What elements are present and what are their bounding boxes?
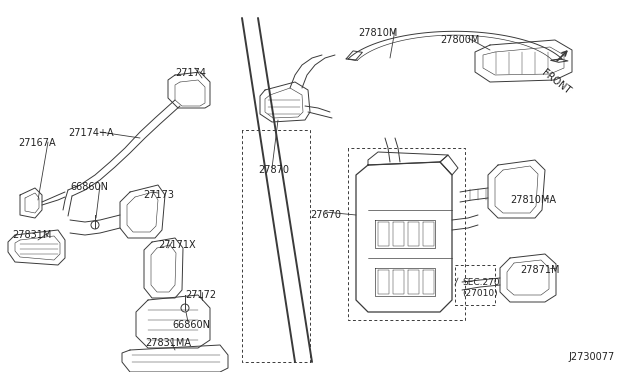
Text: 27167A: 27167A (18, 138, 56, 148)
Text: 27670: 27670 (310, 210, 341, 220)
Text: 66860N: 66860N (172, 320, 210, 330)
Text: FRONT: FRONT (540, 68, 572, 96)
Text: (27010): (27010) (462, 289, 498, 298)
Text: 27173: 27173 (143, 190, 174, 200)
Text: 66860N: 66860N (70, 182, 108, 192)
Text: 27831MA: 27831MA (145, 338, 191, 348)
Text: 27871M: 27871M (520, 265, 559, 275)
Text: 27800M: 27800M (440, 35, 479, 45)
Text: 27174+A: 27174+A (68, 128, 114, 138)
Text: 27174: 27174 (175, 68, 206, 78)
Text: 27172: 27172 (185, 290, 216, 300)
Text: 27870: 27870 (258, 165, 289, 175)
Text: 27171X: 27171X (158, 240, 196, 250)
Text: J2730077: J2730077 (568, 352, 614, 362)
Text: 27810M: 27810M (358, 28, 397, 38)
Text: 27831M: 27831M (12, 230, 51, 240)
Text: SEC.270: SEC.270 (462, 278, 500, 287)
Text: 27810MA: 27810MA (510, 195, 556, 205)
